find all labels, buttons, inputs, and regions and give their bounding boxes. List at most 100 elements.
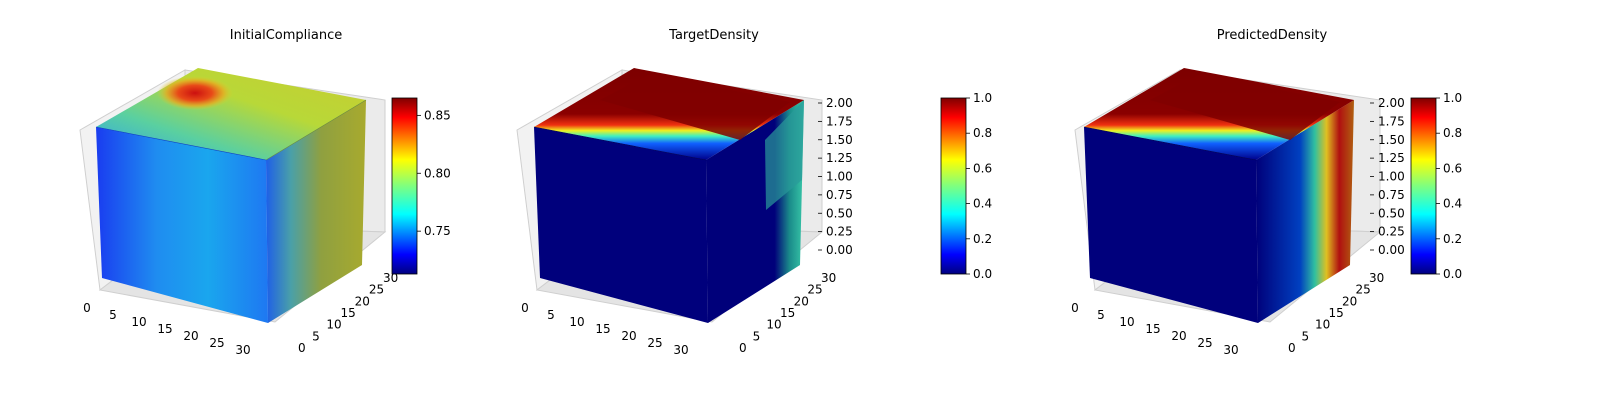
voxel-cube [533, 68, 804, 323]
y-tick-label: 15 [780, 306, 795, 320]
y-tick-label: 0 [1288, 341, 1296, 355]
x-axis-ticks: 0 5 10 15 20 25 30 [83, 301, 250, 357]
panel-target-density: TargetDensity 0 5 10 15 20 25 30 051015202530 … [516, 28, 992, 357]
x-tick-label: 30 [235, 343, 250, 357]
panel-title: TargetDensity [668, 28, 759, 43]
z-tick-label: 0.50 [826, 206, 853, 220]
colorbar-tick-label: 0.80 [424, 166, 451, 180]
z-tick-label: 1.75 [826, 114, 853, 128]
colorbar-tick-label: 0.2 [973, 232, 992, 246]
x-tick-label: 20 [1171, 329, 1186, 343]
y-tick-label: 15 [1329, 306, 1344, 320]
x-tick-label: 0 [83, 301, 91, 315]
y-tick-label: 10 [326, 318, 341, 332]
x-tick-label: 15 [595, 322, 610, 336]
colorbar-tick-label: 0.2 [1443, 232, 1462, 246]
z-tick-label: 0.00 [826, 243, 853, 257]
cube-side-face [266, 100, 366, 323]
x-tick-label: 5 [1097, 308, 1105, 322]
y-tick-label: 5 [1302, 329, 1310, 343]
z-tick-label: 1.50 [826, 133, 853, 147]
colorbar-tick-label: 0.0 [1443, 267, 1462, 281]
y-tick-label: 30 [383, 271, 398, 285]
x-tick-label: 30 [1223, 343, 1238, 357]
y-tick-label: 5 [753, 329, 761, 343]
x-tick-label: 10 [131, 315, 146, 329]
y-tick-label: 10 [1315, 318, 1330, 332]
x-axis-ticks: 0 5 10 15 20 25 30 [521, 301, 688, 357]
y-tick-label: 20 [794, 294, 809, 308]
x-tick-label: 10 [1119, 315, 1134, 329]
colorbar-tick-label: 0.6 [973, 161, 992, 175]
x-tick-label: 25 [1197, 336, 1212, 350]
y-tick-label: 25 [1356, 283, 1371, 297]
colorbar-tick-label: 0.8 [973, 126, 992, 140]
panel-title: InitialCompliance [230, 28, 343, 43]
cube-side-upper [765, 100, 804, 210]
x-tick-label: 10 [569, 315, 584, 329]
x-tick-label: 20 [621, 329, 636, 343]
z-tick-label: 1.75 [1378, 114, 1405, 128]
z-tick-label: 2.00 [1378, 96, 1405, 110]
z-tick-label: 0.25 [1378, 225, 1405, 239]
cube-side-face [1256, 100, 1354, 323]
y-tick-label: 15 [341, 306, 356, 320]
y-tick-label: 30 [1369, 271, 1384, 285]
voxel-cube [95, 68, 367, 323]
dense-region [1150, 74, 1340, 140]
voxel-cube [1083, 68, 1354, 323]
y-tick-label: 30 [821, 271, 836, 285]
x-tick-label: 15 [157, 322, 172, 336]
colorbar-tick-label: 1.0 [973, 91, 992, 105]
z-tick-label: 1.25 [1378, 151, 1405, 165]
y-tick-label: 0 [739, 341, 747, 355]
z-tick-label: 1.00 [1378, 170, 1405, 184]
colorbar: 0.75 0.80 0.85 [391, 97, 451, 275]
panel-predicted-density: PredictedDensity 0 5 10 15 20 25 30 0510152025… [1071, 28, 1462, 357]
z-tick-label: 0.25 [826, 225, 853, 239]
x-tick-label: 0 [521, 301, 529, 315]
x-tick-label: 15 [1145, 322, 1160, 336]
y-tick-label: 5 [312, 329, 320, 343]
colorbar-tick-label: 0.85 [424, 108, 451, 122]
x-tick-label: 20 [183, 329, 198, 343]
colorbar-tick-label: 0.6 [1443, 161, 1462, 175]
z-axis-ticks: 0.00 0.25 0.50 0.75 1.00 1.25 1.50 1.75 2.00 [1370, 96, 1405, 257]
x-tick-label: 25 [647, 336, 662, 350]
colorbar-gradient [391, 97, 418, 275]
hot-spot [157, 76, 233, 110]
z-tick-label: 0.50 [1378, 206, 1405, 220]
z-tick-label: 0.75 [826, 188, 853, 202]
cube-front-face [96, 127, 268, 323]
y-tick-label: 25 [369, 283, 384, 297]
y-tick-label: 25 [807, 283, 822, 297]
y-tick-label: 20 [355, 294, 370, 308]
x-tick-label: 5 [109, 308, 117, 322]
colorbar-tick-label: 0.4 [973, 197, 992, 211]
panel-initial-compliance: InitialCompliance 0 5 10 15 20 25 30 051015202… [79, 28, 451, 357]
colorbar-tick-label: 0.4 [1443, 197, 1462, 211]
dense-region [600, 74, 790, 140]
y-tick-label: 20 [1342, 294, 1357, 308]
y-tick-label: 10 [766, 318, 781, 332]
z-tick-label: 2.00 [826, 96, 853, 110]
z-axis-ticks: 0.00 0.25 0.50 0.75 1.00 1.25 1.50 1.75 2.00 [818, 96, 853, 257]
z-tick-label: 1.25 [826, 151, 853, 165]
cube-front-face [534, 127, 708, 323]
colorbar: 0.0 0.2 0.4 0.6 0.8 1.0 [1410, 91, 1462, 281]
z-tick-label: 0.75 [1378, 188, 1405, 202]
z-tick-label: 0.00 [1378, 243, 1405, 257]
colorbar-tick-label: 1.0 [1443, 91, 1462, 105]
x-axis-ticks: 0 5 10 15 20 25 30 [1071, 301, 1238, 357]
colorbar-tick-label: 0.0 [973, 267, 992, 281]
colorbar-tick-label: 0.75 [424, 224, 451, 238]
colorbar-gradient [1410, 97, 1437, 275]
cube-front-face [1084, 127, 1258, 323]
colorbar-tick-label: 0.8 [1443, 126, 1462, 140]
panel-title: PredictedDensity [1217, 28, 1328, 43]
x-tick-label: 5 [547, 308, 555, 322]
